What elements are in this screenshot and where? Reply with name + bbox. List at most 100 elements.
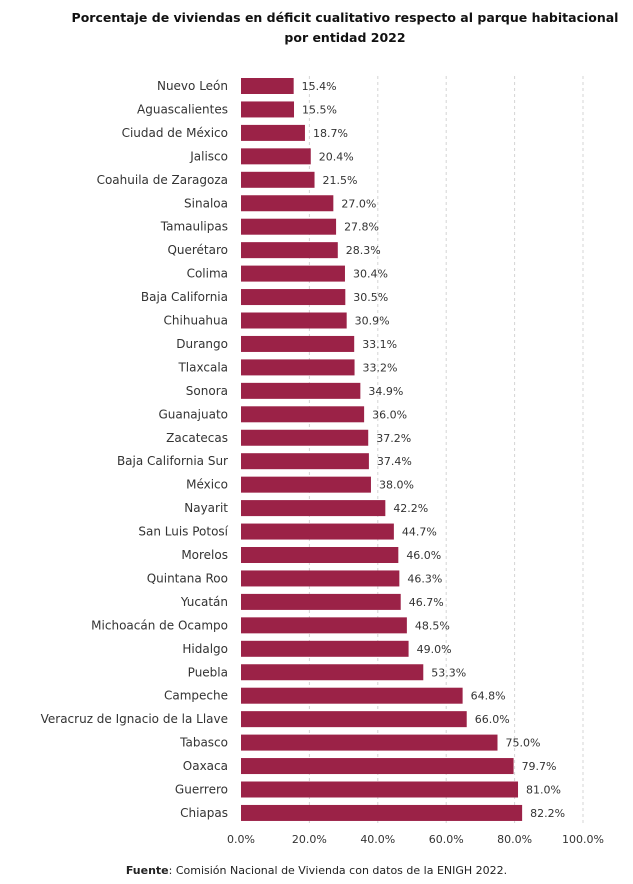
bar [241, 523, 394, 540]
category-label: Durango [176, 337, 228, 351]
bar [241, 289, 346, 306]
category-label: México [186, 478, 228, 492]
bar [241, 124, 305, 141]
value-label: 27.0% [341, 197, 376, 210]
category-label: Chihuahua [164, 314, 228, 328]
value-label: 46.3% [407, 572, 442, 585]
source-text: : Comisión Nacional de Vivienda con dato… [168, 864, 508, 877]
value-label: 66.0% [475, 713, 510, 726]
value-label: 20.4% [319, 150, 354, 163]
value-label: 15.5% [302, 103, 337, 116]
x-tick-label: 0.0% [227, 833, 255, 846]
x-tick-label: 80.0% [497, 833, 532, 846]
value-label: 36.0% [372, 408, 407, 421]
x-tick-label: 60.0% [429, 833, 464, 846]
category-label: Zacatecas [166, 431, 228, 445]
x-tick-label: 20.0% [292, 833, 327, 846]
value-label: 49.0% [417, 643, 452, 656]
value-label: 33.2% [363, 361, 398, 374]
bar [241, 453, 369, 470]
bar [241, 218, 337, 235]
bar [241, 78, 294, 94]
category-label: Morelos [181, 548, 228, 562]
bar [241, 406, 365, 423]
category-label: Tamaulipas [160, 220, 228, 234]
bar [241, 195, 334, 212]
bar [241, 687, 463, 704]
bar [241, 476, 371, 493]
bar [241, 781, 519, 798]
bar [241, 265, 345, 282]
category-label: Quintana Roo [147, 571, 228, 585]
bar [241, 804, 523, 821]
category-label: Querétaro [167, 243, 228, 257]
source-label: Fuente [125, 864, 169, 877]
category-label: Tabasco [179, 736, 228, 750]
value-labels: 15.4% 15.5% 18.7% 20.4% 21.5% 27.0% 27.8% 28.3%… [302, 80, 565, 820]
category-label: Baja California Sur [117, 454, 228, 468]
value-label: 75.0% [506, 737, 541, 750]
value-label: 33.1% [362, 338, 397, 351]
x-axis-ticks: 0.0% 20.0% 40.0% 60.0% 80.0% 100.0% [227, 833, 604, 846]
category-label: Puebla [188, 665, 228, 679]
category-label: Michoacán de Ocampo [91, 618, 228, 632]
category-labels: Nuevo León Aguascalientes Ciudad de México… [41, 79, 229, 820]
bar [241, 570, 400, 587]
category-label: Guanajuato [158, 407, 228, 421]
value-label: 38.0% [379, 479, 414, 492]
bar [241, 664, 424, 681]
chart-title: Porcentaje de viviendas en déficit cuali… [71, 10, 619, 45]
category-label: Nayarit [184, 501, 228, 515]
bar [241, 617, 407, 634]
category-label: Guerrero [175, 783, 228, 797]
category-label: Baja California [141, 290, 228, 304]
value-label: 37.4% [377, 455, 412, 468]
bar [241, 171, 315, 188]
bar [241, 500, 386, 517]
value-label: 37.2% [376, 432, 411, 445]
category-label: Sinaloa [184, 196, 228, 210]
bar [241, 359, 355, 376]
bar [241, 593, 401, 610]
value-label: 44.7% [402, 526, 437, 539]
value-label: 81.0% [526, 784, 561, 797]
value-label: 27.8% [344, 221, 379, 234]
bar [241, 429, 369, 446]
value-label: 15.4% [302, 80, 337, 93]
category-label: San Luis Potosí [138, 525, 228, 539]
category-label: Sonora [186, 384, 228, 398]
x-tick-label: 100.0% [562, 833, 604, 846]
bar [241, 148, 311, 165]
category-label: Hidalgo [182, 642, 228, 656]
bar [241, 312, 347, 329]
category-label: Jalisco [189, 149, 228, 163]
value-label: 53.3% [431, 666, 466, 679]
bar [241, 101, 295, 118]
bar [241, 242, 338, 259]
bar [241, 734, 498, 751]
value-label: 46.0% [406, 549, 441, 562]
value-label: 46.7% [409, 596, 444, 609]
value-label: 18.7% [313, 127, 348, 140]
bar [241, 758, 514, 775]
bar [241, 382, 361, 399]
category-label: Colima [187, 267, 228, 281]
category-label: Coahuila de Zaragoza [97, 173, 228, 187]
category-label: Nuevo León [157, 79, 228, 93]
bar [241, 640, 409, 657]
category-label: Oaxaca [183, 759, 228, 773]
value-label: 42.2% [393, 502, 428, 515]
value-label: 30.4% [353, 268, 388, 281]
category-label: Veracruz de Ignacio de la Llave [41, 712, 228, 726]
category-label: Ciudad de México [122, 126, 228, 140]
x-tick-label: 40.0% [360, 833, 395, 846]
bar [241, 335, 355, 352]
category-label: Chiapas [180, 806, 228, 820]
category-label: Aguascalientes [137, 102, 228, 116]
value-label: 34.9% [368, 385, 403, 398]
bar [241, 547, 399, 563]
category-label: Yucatán [180, 595, 228, 609]
value-label: 64.8% [471, 690, 506, 703]
bars [241, 78, 523, 821]
